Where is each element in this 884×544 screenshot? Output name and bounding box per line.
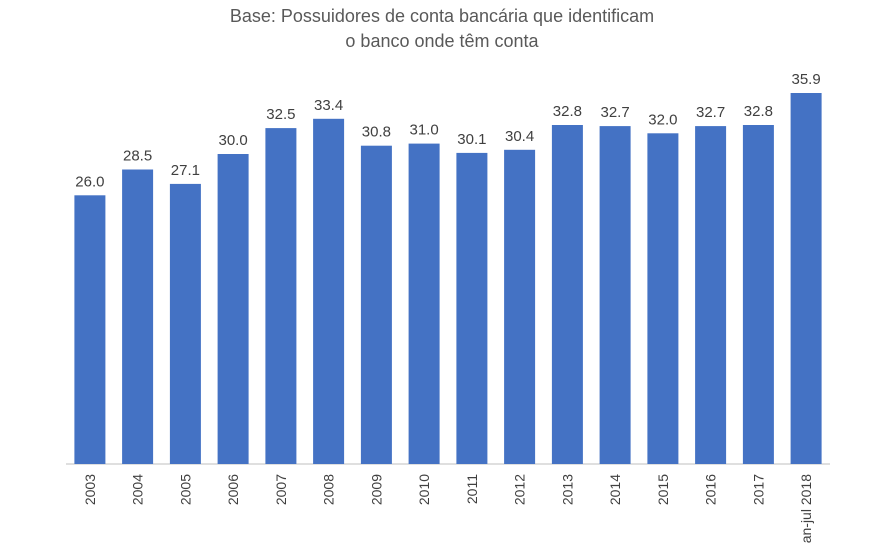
bar-2016 [695,126,727,464]
x-tick-label: 2013 [559,474,575,505]
data-label: 32.5 [266,106,295,123]
bar-2015 [647,133,679,465]
bar-2010 [408,143,440,464]
x-tick-label: 2007 [273,474,289,505]
bar-2006 [217,154,249,464]
bar-2012 [504,149,536,465]
x-tick-label: 2003 [82,474,98,505]
x-tick-label: 2009 [368,474,384,505]
data-label: 35.9 [791,71,820,88]
subtitle-line-1: Base: Possuidores de conta bancária que … [229,6,655,26]
x-tick-label: 2016 [703,474,719,505]
bar-2009 [360,145,392,464]
data-label: 31.0 [409,122,438,139]
data-label: 30.0 [218,132,247,149]
x-tick-label: 2010 [416,474,432,505]
data-label: 26.0 [75,173,104,190]
x-tick-label: 2015 [655,474,671,505]
x-tick-label: jan-jul 2018 [798,474,814,544]
data-label: 30.8 [362,124,391,141]
data-label: 32.7 [600,104,629,121]
bar-2011 [456,152,488,464]
data-label: 30.1 [457,131,486,148]
bar-jan-jul-2018 [790,93,822,464]
bar-2013 [551,125,583,464]
bar-2014 [599,126,631,464]
data-label: 32.8 [553,103,582,120]
bar-2008 [313,118,345,465]
data-label: 30.4 [505,128,534,145]
x-tick-label: 2004 [130,474,146,505]
x-tick-label: 2014 [607,474,623,505]
x-tick-label: 2012 [512,474,528,505]
bar-2004 [122,169,154,464]
data-label: 28.5 [123,148,152,165]
data-label: 32.7 [696,104,725,121]
bar-2017 [742,125,774,464]
data-label: 32.0 [648,111,677,128]
data-label: 27.1 [171,162,200,179]
bar-2003 [74,195,106,465]
data-label: 33.4 [314,97,343,114]
subtitle-line-2: o banco onde têm conta [345,31,539,51]
bar-2005 [169,183,201,464]
chart-subtitle: Base: Possuidores de conta bancária que … [0,4,884,54]
x-tick-label: 2008 [321,474,337,505]
x-tick-label: 2017 [750,474,766,505]
x-tick-label: 2005 [177,474,193,505]
data-label: 32.8 [744,103,773,120]
bar-2007 [265,128,297,464]
x-tick-label: 2011 [464,474,480,504]
x-tick-label: 2006 [225,474,241,505]
